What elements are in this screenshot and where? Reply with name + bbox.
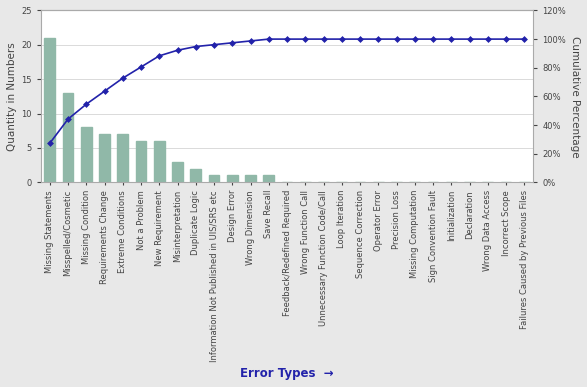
Bar [44,38,55,182]
Bar [136,141,147,182]
Bar [154,141,165,182]
Bar [264,175,274,182]
Bar [172,162,183,182]
Bar [208,175,220,182]
Bar [227,175,238,182]
Y-axis label: Quantity in Numbers: Quantity in Numbers [7,42,17,151]
Bar [245,175,256,182]
Bar [190,169,201,182]
Bar [117,134,128,182]
Bar [63,93,73,182]
Y-axis label: Cumulative Percentage: Cumulative Percentage [570,36,580,157]
X-axis label: Error Types  →: Error Types → [240,367,334,380]
Bar [99,134,110,182]
Bar [81,127,92,182]
